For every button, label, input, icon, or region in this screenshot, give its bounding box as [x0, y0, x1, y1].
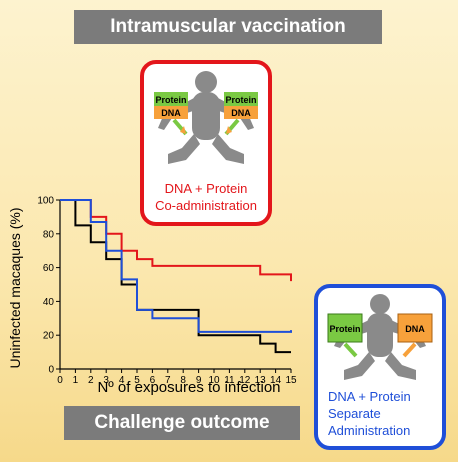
caption-line: DNA + Protein [164, 181, 248, 196]
macaque-sep-icon: Protein DNA [327, 294, 433, 380]
x-tick-label: 0 [57, 375, 63, 386]
x-tick-label: 11 [224, 375, 235, 386]
x-tick-label: 4 [119, 375, 125, 386]
challenge-outcome-banner: Challenge outcome [64, 406, 300, 440]
x-tick-label: 7 [165, 375, 171, 386]
x-axis-label: Nº of exposures to infection [97, 379, 280, 396]
protein-box-right [224, 92, 258, 106]
x-tick-label: 14 [270, 375, 282, 386]
protein-label-left: Protein [155, 95, 186, 105]
protein-label: Protein [329, 324, 360, 334]
dna-box [397, 313, 433, 343]
x-tick-label: 6 [150, 375, 156, 386]
protein-box [327, 313, 363, 343]
x-tick-label: 9 [196, 375, 202, 386]
caption-line: Separate [328, 406, 381, 421]
y-tick-label: 80 [43, 229, 55, 240]
separate-administration-panel: Protein DNA DNA + Protein Separate Admin… [314, 284, 446, 450]
dna-box-left [154, 106, 188, 119]
x-tick-label: 10 [208, 375, 220, 386]
macaque-co-icon: Protein DNA Protein DNA [154, 71, 258, 164]
dna-label-right: DNA [231, 108, 251, 118]
caption-line: Co-administration [155, 198, 257, 213]
y-tick-label: 60 [43, 263, 55, 274]
caption-line: Administration [328, 423, 411, 438]
vaccination-banner: Intramuscular vaccination [74, 10, 382, 44]
y-tick-label: 100 [37, 196, 54, 207]
y-tick-label: 40 [43, 297, 55, 308]
caption-line: DNA + Protein [328, 389, 411, 404]
series-line-2 [60, 199, 292, 282]
y-tick-label: 0 [48, 365, 54, 376]
x-tick-label: 12 [239, 375, 251, 386]
x-tick-label: 13 [255, 375, 267, 386]
x-tick-label: 8 [180, 375, 186, 386]
dna-label-left: DNA [161, 108, 181, 118]
dna-label: DNA [405, 324, 425, 334]
injection-arrow-right [402, 342, 417, 358]
y-axis-label: Uninfected macaques (%) [7, 207, 23, 368]
x-tick-label: 3 [103, 375, 109, 386]
x-tick-label: 5 [134, 375, 140, 386]
injection-arrow-left [343, 342, 358, 358]
x-tick-label: 2 [88, 375, 94, 386]
separate-administration-caption: DNA + Protein Separate Administration [328, 388, 411, 439]
protein-box-left [154, 92, 188, 106]
series-line-3 [60, 199, 292, 333]
x-tick-label: 1 [73, 375, 79, 386]
chart-series [60, 199, 292, 354]
co-administration-panel: Protein DNA Protein DNA DNA + Protein Co… [140, 60, 272, 226]
x-tick-label: 15 [285, 375, 297, 386]
dna-box-right [224, 106, 258, 119]
co-administration-caption: DNA + Protein Co-administration [144, 180, 268, 214]
protein-label-right: Protein [225, 95, 256, 105]
y-tick-label: 20 [43, 331, 55, 342]
